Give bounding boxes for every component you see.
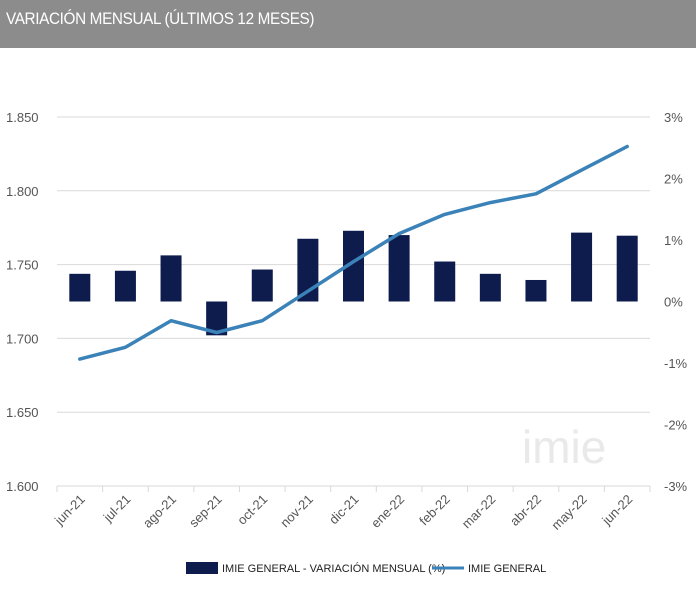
legend-line-label: IMIE GENERAL — [468, 563, 546, 575]
left-tick-label: 1.650 — [6, 405, 39, 420]
bar-dic-21 — [343, 230, 364, 302]
left-axis-ticks: 1.600 1.650 1.700 1.750 1.800 1.850 — [6, 110, 39, 494]
x-tick-label: ago-21 — [140, 492, 179, 531]
legend-bar-swatch — [186, 562, 218, 574]
chart-title: VARIACIÓN MENSUAL (ÚLTIMOS 12 MESES) — [6, 9, 315, 28]
bar-sep-21 — [206, 301, 228, 336]
watermark-logo: imie — [522, 421, 606, 473]
x-tick-label: ene-22 — [368, 492, 407, 531]
left-tick-label: 1.800 — [6, 184, 39, 199]
right-tick-label: -2% — [664, 418, 688, 433]
x-tick-label: feb-22 — [416, 492, 453, 529]
right-axis-ticks: -3% -2% -1% 0% 1% 2% 3% — [664, 110, 688, 494]
x-tick-label: nov-21 — [277, 492, 316, 531]
bar-abr-22 — [525, 279, 547, 302]
chart-header: VARIACIÓN MENSUAL (ÚLTIMOS 12 MESES) — [0, 0, 696, 48]
right-tick-label: 0% — [664, 295, 683, 310]
right-tick-label: 1% — [664, 233, 683, 248]
left-tick-label: 1.700 — [6, 331, 39, 346]
legend: IMIE GENERAL - VARIACIÓN MENSUAL (%) IMI… — [186, 562, 546, 575]
bar-jun-21 — [69, 273, 91, 302]
bar-jul-21 — [114, 270, 136, 302]
bar-ene-22 — [388, 235, 410, 302]
x-tick-label: dic-21 — [326, 492, 362, 528]
x-tick-label: sep-21 — [186, 492, 225, 531]
x-axis-ticks: jun-21 jul-21 ago-21 sep-21 oct-21 nov-21 dic-… — [51, 492, 635, 533]
left-tick-label: 1.750 — [6, 258, 39, 273]
x-tick-label: jun-21 — [51, 492, 88, 529]
gridlines — [56, 116, 651, 492]
left-tick-label: 1.600 — [6, 479, 39, 494]
legend-bar-label: IMIE GENERAL - VARIACIÓN MENSUAL (%) — [222, 562, 445, 575]
bar-mar-22 — [479, 273, 501, 302]
right-tick-label: 3% — [664, 110, 683, 125]
line-series — [78, 144, 629, 361]
bar-feb-22 — [434, 261, 456, 302]
x-tick-label: mar-22 — [459, 492, 499, 532]
x-tick-label: jul-21 — [100, 492, 134, 526]
bar-jun-22 — [616, 235, 638, 302]
bar-ago-21 — [160, 255, 182, 302]
right-tick-label: -1% — [664, 356, 688, 371]
bar-may-22 — [571, 232, 593, 302]
right-tick-label: 2% — [664, 172, 683, 187]
x-tick-label: oct-21 — [234, 492, 270, 528]
bar-series — [69, 230, 638, 336]
x-tick-label: may-22 — [548, 492, 589, 533]
right-tick-label: -3% — [664, 479, 688, 494]
left-tick-label: 1.850 — [6, 110, 39, 125]
bar-oct-21 — [251, 269, 273, 302]
x-tick-label: jun-22 — [598, 492, 635, 529]
x-tick-label: abr-22 — [507, 492, 544, 529]
